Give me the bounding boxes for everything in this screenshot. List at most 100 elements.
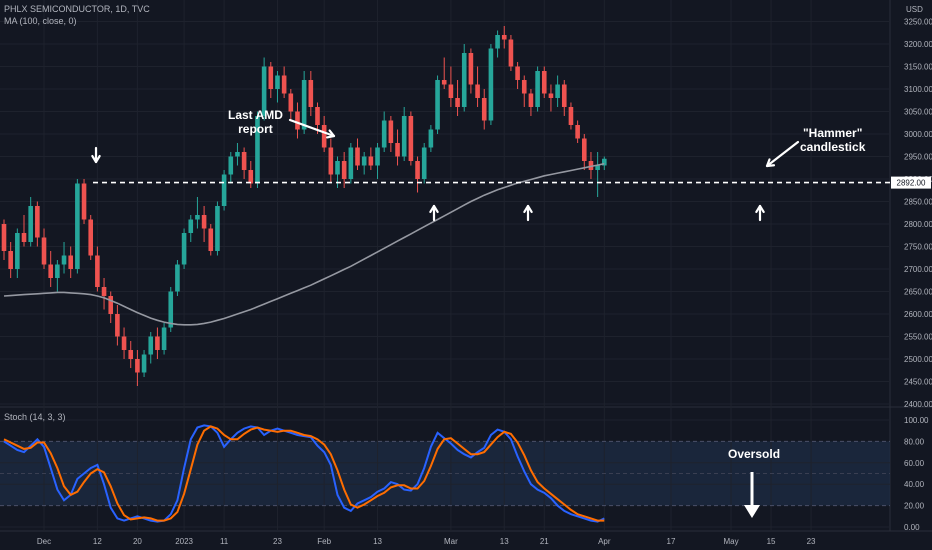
candle[interactable] (275, 71, 280, 103)
candle[interactable] (61, 242, 67, 274)
candle[interactable] (281, 66, 287, 99)
time-tick-label: 23 (273, 537, 282, 546)
candle[interactable] (35, 201, 40, 247)
candle[interactable] (341, 152, 347, 188)
candle[interactable] (301, 71, 307, 134)
candle[interactable] (108, 291, 114, 324)
ma-legend[interactable]: MA (100, close, 0) (4, 16, 77, 26)
candle[interactable] (241, 147, 247, 180)
candle[interactable] (135, 350, 140, 386)
candle[interactable] (408, 111, 414, 166)
candle[interactable] (381, 111, 387, 153)
candle[interactable] (208, 224, 214, 256)
candle[interactable] (148, 332, 154, 364)
candle[interactable] (128, 341, 134, 368)
candle[interactable] (521, 75, 527, 108)
candle[interactable] (388, 116, 394, 152)
candle[interactable] (481, 89, 487, 130)
stoch-legend[interactable]: Stoch (14, 3, 3) (4, 412, 66, 422)
candle[interactable] (141, 350, 147, 377)
candle[interactable] (195, 197, 200, 229)
candle[interactable] (88, 215, 94, 260)
candle[interactable] (75, 179, 80, 274)
candle[interactable] (602, 156, 607, 171)
candle[interactable] (1, 219, 7, 261)
candle[interactable] (428, 125, 434, 152)
candle[interactable] (501, 26, 507, 49)
candle[interactable] (15, 228, 20, 279)
candle[interactable] (155, 327, 160, 360)
candle[interactable] (181, 228, 187, 270)
candle[interactable] (488, 44, 494, 125)
candle[interactable] (328, 138, 334, 184)
candle[interactable] (375, 143, 380, 179)
candle[interactable] (441, 57, 447, 90)
candle[interactable] (355, 138, 360, 171)
candle[interactable] (361, 152, 367, 175)
candle[interactable] (228, 152, 234, 184)
candle[interactable] (528, 89, 534, 116)
candle[interactable] (461, 44, 467, 112)
candle[interactable] (308, 71, 314, 116)
candle[interactable] (261, 57, 267, 121)
candle[interactable] (221, 170, 227, 211)
candle[interactable] (101, 278, 107, 310)
candle[interactable] (395, 129, 400, 166)
candle[interactable] (455, 80, 460, 116)
symbol-legend[interactable]: PHLX SEMICONDUCTOR, 1D, TVC (4, 4, 150, 14)
candle[interactable] (415, 156, 420, 193)
candle[interactable] (541, 66, 547, 99)
candle[interactable] (448, 66, 454, 108)
candle[interactable] (588, 152, 594, 179)
candle[interactable] (268, 62, 274, 98)
stoch-d-line[interactable] (3, 425, 605, 522)
candle[interactable] (21, 215, 27, 247)
candle[interactable] (508, 35, 514, 71)
candle[interactable] (401, 107, 407, 161)
candle[interactable] (288, 89, 294, 121)
time-tick-label: May (723, 537, 738, 546)
candle[interactable] (95, 246, 100, 292)
candle[interactable] (595, 152, 600, 197)
candle[interactable] (121, 327, 127, 360)
candle[interactable] (315, 102, 320, 135)
candle[interactable] (421, 143, 427, 184)
candle[interactable] (535, 66, 540, 112)
candle[interactable] (255, 111, 260, 189)
candle[interactable] (81, 179, 87, 224)
time-tick-label: Feb (317, 537, 331, 546)
candle[interactable] (235, 143, 240, 166)
candle[interactable] (495, 30, 500, 58)
candle[interactable] (188, 215, 194, 242)
candle[interactable] (161, 323, 167, 355)
candle[interactable] (248, 161, 254, 188)
candle[interactable] (575, 120, 580, 144)
candle[interactable] (368, 147, 374, 171)
candle[interactable] (68, 246, 73, 279)
candle[interactable] (515, 62, 520, 89)
candle[interactable] (8, 242, 13, 278)
candle[interactable] (475, 66, 480, 108)
candle[interactable] (201, 206, 207, 242)
candle[interactable] (168, 287, 174, 332)
candle[interactable] (295, 102, 300, 139)
candle[interactable] (215, 201, 220, 256)
candle[interactable] (468, 48, 474, 94)
candle[interactable] (28, 197, 33, 247)
candle[interactable] (581, 134, 587, 170)
candle[interactable] (175, 260, 180, 296)
candle[interactable] (348, 143, 354, 184)
price-tick-label: 3250.00 (904, 18, 932, 27)
candle[interactable] (48, 251, 53, 287)
ma-100-line[interactable] (3, 162, 605, 326)
candle[interactable] (55, 260, 60, 292)
candle[interactable] (561, 80, 567, 116)
candle[interactable] (41, 228, 47, 270)
candle[interactable] (555, 75, 560, 108)
candle[interactable] (115, 305, 120, 346)
candle[interactable] (435, 75, 440, 135)
candle[interactable] (568, 102, 574, 130)
candle[interactable] (321, 116, 327, 152)
candle[interactable] (548, 84, 554, 112)
